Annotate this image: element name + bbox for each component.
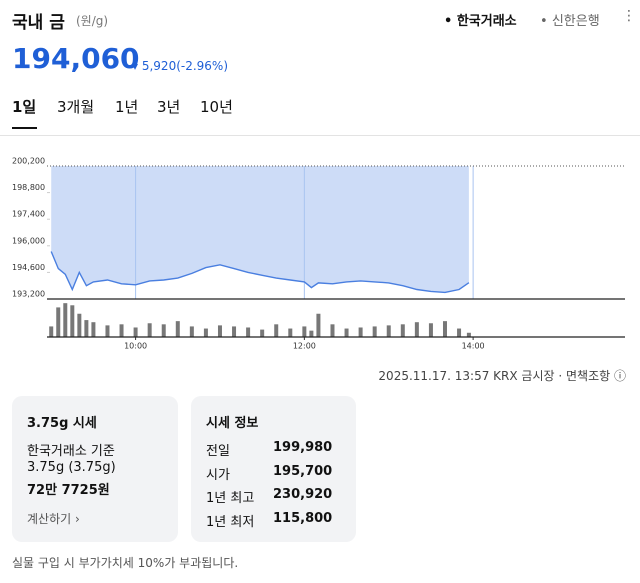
source-tab[interactable]: • 한국거래소 [444,14,517,29]
link-text: 계산하기 [27,512,72,526]
volume-bar [119,324,124,337]
y-tick-label: 196,000 [12,236,45,245]
volume-bar [316,313,321,337]
y-tick-label: 193,200 [12,290,45,299]
volume-bar [344,328,349,337]
x-tick-label: 12:00 [293,342,316,351]
info-title: 시세 정보 [206,416,259,431]
info-label: 전일 [206,444,230,459]
change: 5,920 [141,59,177,73]
volume-bar [161,324,166,337]
volume-bar [358,327,363,337]
tab[interactable]: 3개월 [57,98,95,116]
divider [0,135,640,136]
calc-link[interactable]: 계산하기 › [27,512,80,526]
chart: 10:00 12:00 14:00 200,200 198,800 197,400 196,… [12,157,625,351]
volume-bar [414,322,419,337]
info-value: 230,920 [273,487,333,502]
volume-bar [330,324,335,337]
volume-bar [372,326,377,337]
volume-bar [175,321,180,337]
timestamp: 2025.11.17. 13:57 [378,369,490,383]
volume-bar [260,329,265,337]
change-pct: (-2.96%) [176,59,229,73]
y-tick-label: 197,400 [12,210,45,219]
info-value: 115,800 [273,510,333,526]
price-line [50,251,470,294]
tab[interactable]: 3년 [157,98,181,116]
volume-bar [56,307,61,337]
notice: 실물 구입 시 부가가치세 10%가 부과됩니다. [12,556,239,570]
volume-bar [77,313,82,337]
y-tick-label: 194,600 [12,263,45,272]
volume-bar [246,327,251,337]
source: KRX 금시장 [493,369,555,383]
card-weight: 3.75g (3.75g) [27,460,116,475]
volume-bar [386,325,391,337]
volume-bar [133,327,138,337]
price-area [51,166,469,293]
y-tick-label: 198,800 [12,183,45,192]
tab[interactable]: 1년 [115,98,139,116]
tab-underline [12,127,37,129]
disclaimer[interactable]: 면책조항 [566,369,611,383]
volume-bar [84,320,89,337]
volume-bar [105,325,110,337]
card-375: 3.75g 시세 한국거래소 기준 3.75g (3.75g) 72만 7725… [12,396,178,542]
volume-bar [400,324,405,337]
volume-bar [49,326,54,337]
source-tab[interactable]: • 신한은행 [540,14,600,29]
price-change: ▾ 5,920(-2.96%) [132,59,229,73]
volume-bar [91,322,96,337]
info-value: 195,700 [273,463,333,479]
source-name: 한국거래소 [456,14,517,29]
volume-bar [288,328,293,337]
tab[interactable]: 1일 [12,98,37,116]
volume-bar [232,326,237,337]
volume-bar [203,328,208,337]
source-name: 신한은행 [551,14,600,29]
more-menu[interactable]: ⋮ [622,8,636,24]
info-label: 1년 최고 [206,491,255,506]
volume-bar [217,325,222,337]
volume-bar [309,330,314,337]
volume-bar [63,303,68,337]
info-label: 시가 [206,467,230,483]
price: 194,060 [12,42,140,75]
tab[interactable]: 10년 [200,98,233,116]
volume-bar [457,328,462,337]
volume-bar [302,326,307,337]
info-label: 1년 최저 [206,514,255,530]
volume-bar [274,324,279,337]
volume-bar [189,326,194,337]
volume-bar [147,323,152,337]
footnote: 2025.11.17. 13:57 KRX 금시장 · 면책조항 ⓘ [378,369,626,383]
card-amount: 72만 7725원 [27,483,110,498]
y-tick-label: 200,200 [12,157,45,166]
x-tick-label: 10:00 [124,342,147,351]
volume-bar [428,323,433,337]
info-value: 199,980 [273,440,333,455]
x-tick-label: 14:00 [462,342,485,351]
volume-bar [70,305,75,337]
title: 국내 금 [12,13,65,33]
card-title: 3.75g 시세 [27,416,97,431]
volume-bar [442,321,447,337]
volume-bar [466,332,471,337]
unit: (원/g) [76,14,109,28]
card-basis: 한국거래소 기준 [27,444,115,459]
